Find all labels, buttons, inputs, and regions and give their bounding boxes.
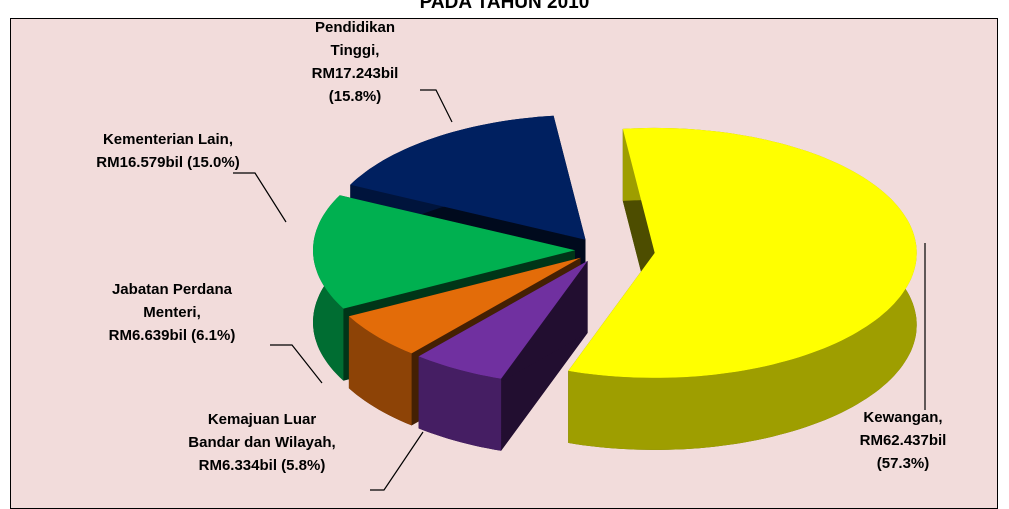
label-text: Jabatan Perdana Menteri,	[111, 281, 233, 321]
slice-label: Kemajuan Luar Bandar dan Wilayah, RM6.33…	[187, 408, 337, 477]
label-values: RM6.334bil (5.8%)	[199, 457, 326, 474]
label-text: RM62.437bil	[859, 432, 947, 449]
slice-top	[568, 127, 917, 378]
label-values: RM16.579bil (15.0%)	[96, 154, 239, 171]
slice-top	[348, 257, 581, 354]
label-text: RM17.243bil	[311, 65, 399, 82]
slice-wall	[348, 316, 412, 426]
slice-label: Pendidikan Tinggi, RM17.243bil (15.8%)	[295, 16, 415, 108]
label-text: (5.8%)	[281, 457, 326, 474]
label-values: RM62.437bil (57.3%)	[860, 432, 947, 472]
slice-label: Kementerian Lain, RM16.579bil (15.0%)	[68, 128, 268, 174]
label-text: RM6.334bil	[198, 457, 277, 474]
leader-line	[370, 431, 424, 491]
label-text: (57.3%)	[876, 455, 930, 472]
pie-slice	[418, 260, 588, 451]
leader-line	[233, 172, 287, 223]
label-text: Kewangan,	[863, 409, 943, 426]
pie-slice	[568, 127, 917, 450]
slice-top	[350, 115, 586, 240]
label-text: (15.0%)	[187, 154, 240, 171]
slice-top	[418, 260, 588, 379]
label-text: (15.8%)	[328, 88, 382, 105]
label-text: RM16.579bil	[96, 154, 183, 171]
slice-label: Jabatan Perdana Menteri, RM6.639bil (6.1…	[97, 278, 247, 347]
label-text: Pendidikan Tinggi,	[314, 19, 396, 59]
slice-label: Kewangan, RM62.437bil (57.3%)	[848, 406, 958, 475]
leader-line	[420, 89, 453, 123]
label-values: RM6.639bil (6.1%)	[109, 327, 236, 344]
label-text: Kementerian Lain,	[102, 131, 234, 148]
chart-title: PADA TAHUN 2010	[419, 0, 590, 13]
label-text: (6.1%)	[191, 327, 236, 344]
label-text: Kemajuan Luar Bandar dan Wilayah,	[188, 411, 336, 451]
label-text: RM6.639bil	[108, 327, 187, 344]
leader-line	[270, 344, 323, 384]
slice-top	[313, 195, 575, 309]
slice-wall	[418, 356, 502, 451]
label-values: RM17.243bil (15.8%)	[312, 65, 399, 105]
